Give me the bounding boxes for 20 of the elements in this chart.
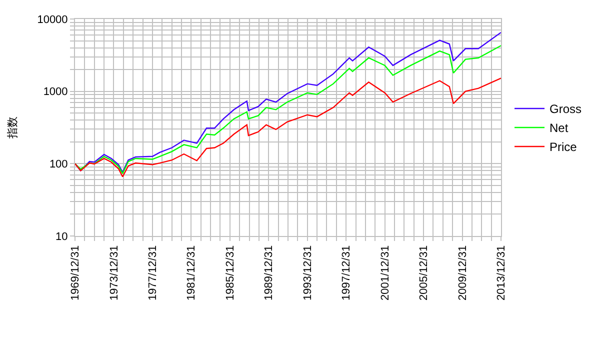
y-tick-label: 1000 bbox=[43, 86, 68, 98]
legend-label: Net bbox=[550, 121, 569, 136]
x-tick-label: 1997/12/31 bbox=[340, 245, 353, 300]
x-tick-label: 2001/12/31 bbox=[379, 245, 392, 300]
x-tick-label: 2013/12/31 bbox=[496, 245, 508, 300]
x-tick-label: 2005/12/31 bbox=[418, 245, 430, 300]
y-tick-label: 100 bbox=[49, 158, 68, 171]
y-tick-label: 10 bbox=[56, 230, 68, 243]
y-tick-label: 10000 bbox=[37, 14, 68, 26]
x-tick-label: 1981/12/31 bbox=[186, 245, 198, 300]
x-tick-label: 1969/12/31 bbox=[70, 245, 82, 300]
x-tick-label: 1977/12/31 bbox=[147, 245, 160, 300]
x-tick-label: 1973/12/31 bbox=[108, 245, 120, 300]
legend-label: Price bbox=[550, 140, 578, 154]
legend-label: Gross bbox=[550, 102, 582, 116]
y-axis-title: 指数 bbox=[6, 116, 19, 140]
x-tick-label: 1993/12/31 bbox=[302, 245, 314, 300]
x-tick-label: 1989/12/31 bbox=[263, 245, 276, 300]
x-tick-label: 1985/12/31 bbox=[224, 245, 236, 300]
x-tick-label: 2009/12/31 bbox=[456, 245, 469, 300]
